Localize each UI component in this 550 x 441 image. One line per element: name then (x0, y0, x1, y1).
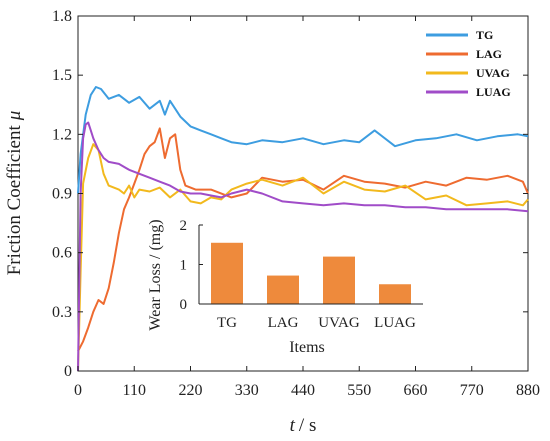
x-axis-title: t / s (290, 415, 317, 436)
y-ticks: 0 0.3 0.6 0.9 1.2 1.5 1.8 (52, 8, 528, 380)
x-ticks: 0 110 220 330 440 550 660 770 880 (74, 16, 540, 399)
wear-bar-tg (211, 242, 243, 304)
inset-bars (211, 242, 411, 304)
wear-bar-luag (379, 284, 411, 304)
inset-y-ticks: 0 1 2 (180, 218, 203, 313)
y-tick-label: 1.2 (52, 126, 72, 143)
legend-label-uvag: UVAG (476, 66, 510, 80)
y-tick-label: 0.9 (52, 186, 72, 203)
legend: TG LAG UVAG LUAG (426, 28, 511, 99)
series-layer (77, 86, 529, 372)
x-tick-label: 440 (291, 382, 315, 399)
inset-x-tick-label: LUAG (374, 315, 416, 331)
x-tick-label: 110 (123, 382, 146, 399)
inset-x-tick-label: TG (217, 315, 237, 331)
inset-x-tick-label: UVAG (318, 315, 360, 331)
inset-chart: 0 1 2 TG LAG UVAG LUAG Items Wear Loss / (mg) (147, 212, 423, 356)
y-tick-label: 1.8 (52, 8, 72, 25)
x-tick-label: 770 (460, 382, 484, 399)
y-tick-label: 0 (64, 363, 72, 380)
y-tick-label: 0.6 (52, 245, 72, 262)
inset-x-labels: TG LAG UVAG LUAG (217, 315, 416, 331)
plot-area: 0 110 220 330 440 550 660 770 880 0 0.3 0.6 0.9 1.2 1… (52, 8, 540, 399)
wear-bar-lag (267, 275, 299, 304)
legend-label-lag: LAG (476, 47, 502, 61)
inset-y-tick-label: 1 (180, 258, 188, 274)
inset-y-tick-label: 0 (180, 297, 188, 313)
series-line-uvag (77, 143, 529, 372)
inset-y-tick-label: 2 (180, 218, 188, 234)
y-tick-label: 1.5 (52, 67, 72, 84)
x-tick-label: 660 (404, 382, 428, 399)
legend-label-luag: LUAG (476, 85, 511, 99)
x-tick-label: 330 (235, 382, 259, 399)
plot-frame (77, 15, 529, 372)
y-axis-title: Friction Coefficientμ (4, 111, 25, 276)
x-tick-label: 880 (516, 382, 540, 399)
inset-y-title: Wear Loss / (mg) (147, 219, 164, 330)
inset-x-tick-label: LAG (268, 315, 299, 331)
series-line-luag (77, 121, 529, 372)
y-tick-label: 0.3 (52, 304, 72, 321)
x-tick-label: 0 (74, 382, 82, 399)
x-tick-label: 220 (179, 382, 203, 399)
legend-label-tg: TG (476, 28, 493, 42)
inset-x-title: Items (289, 339, 325, 356)
wear-bar-uvag (323, 256, 355, 304)
series-line-lag (77, 127, 529, 352)
x-tick-label: 550 (347, 382, 371, 399)
series-line-tg (77, 86, 529, 194)
